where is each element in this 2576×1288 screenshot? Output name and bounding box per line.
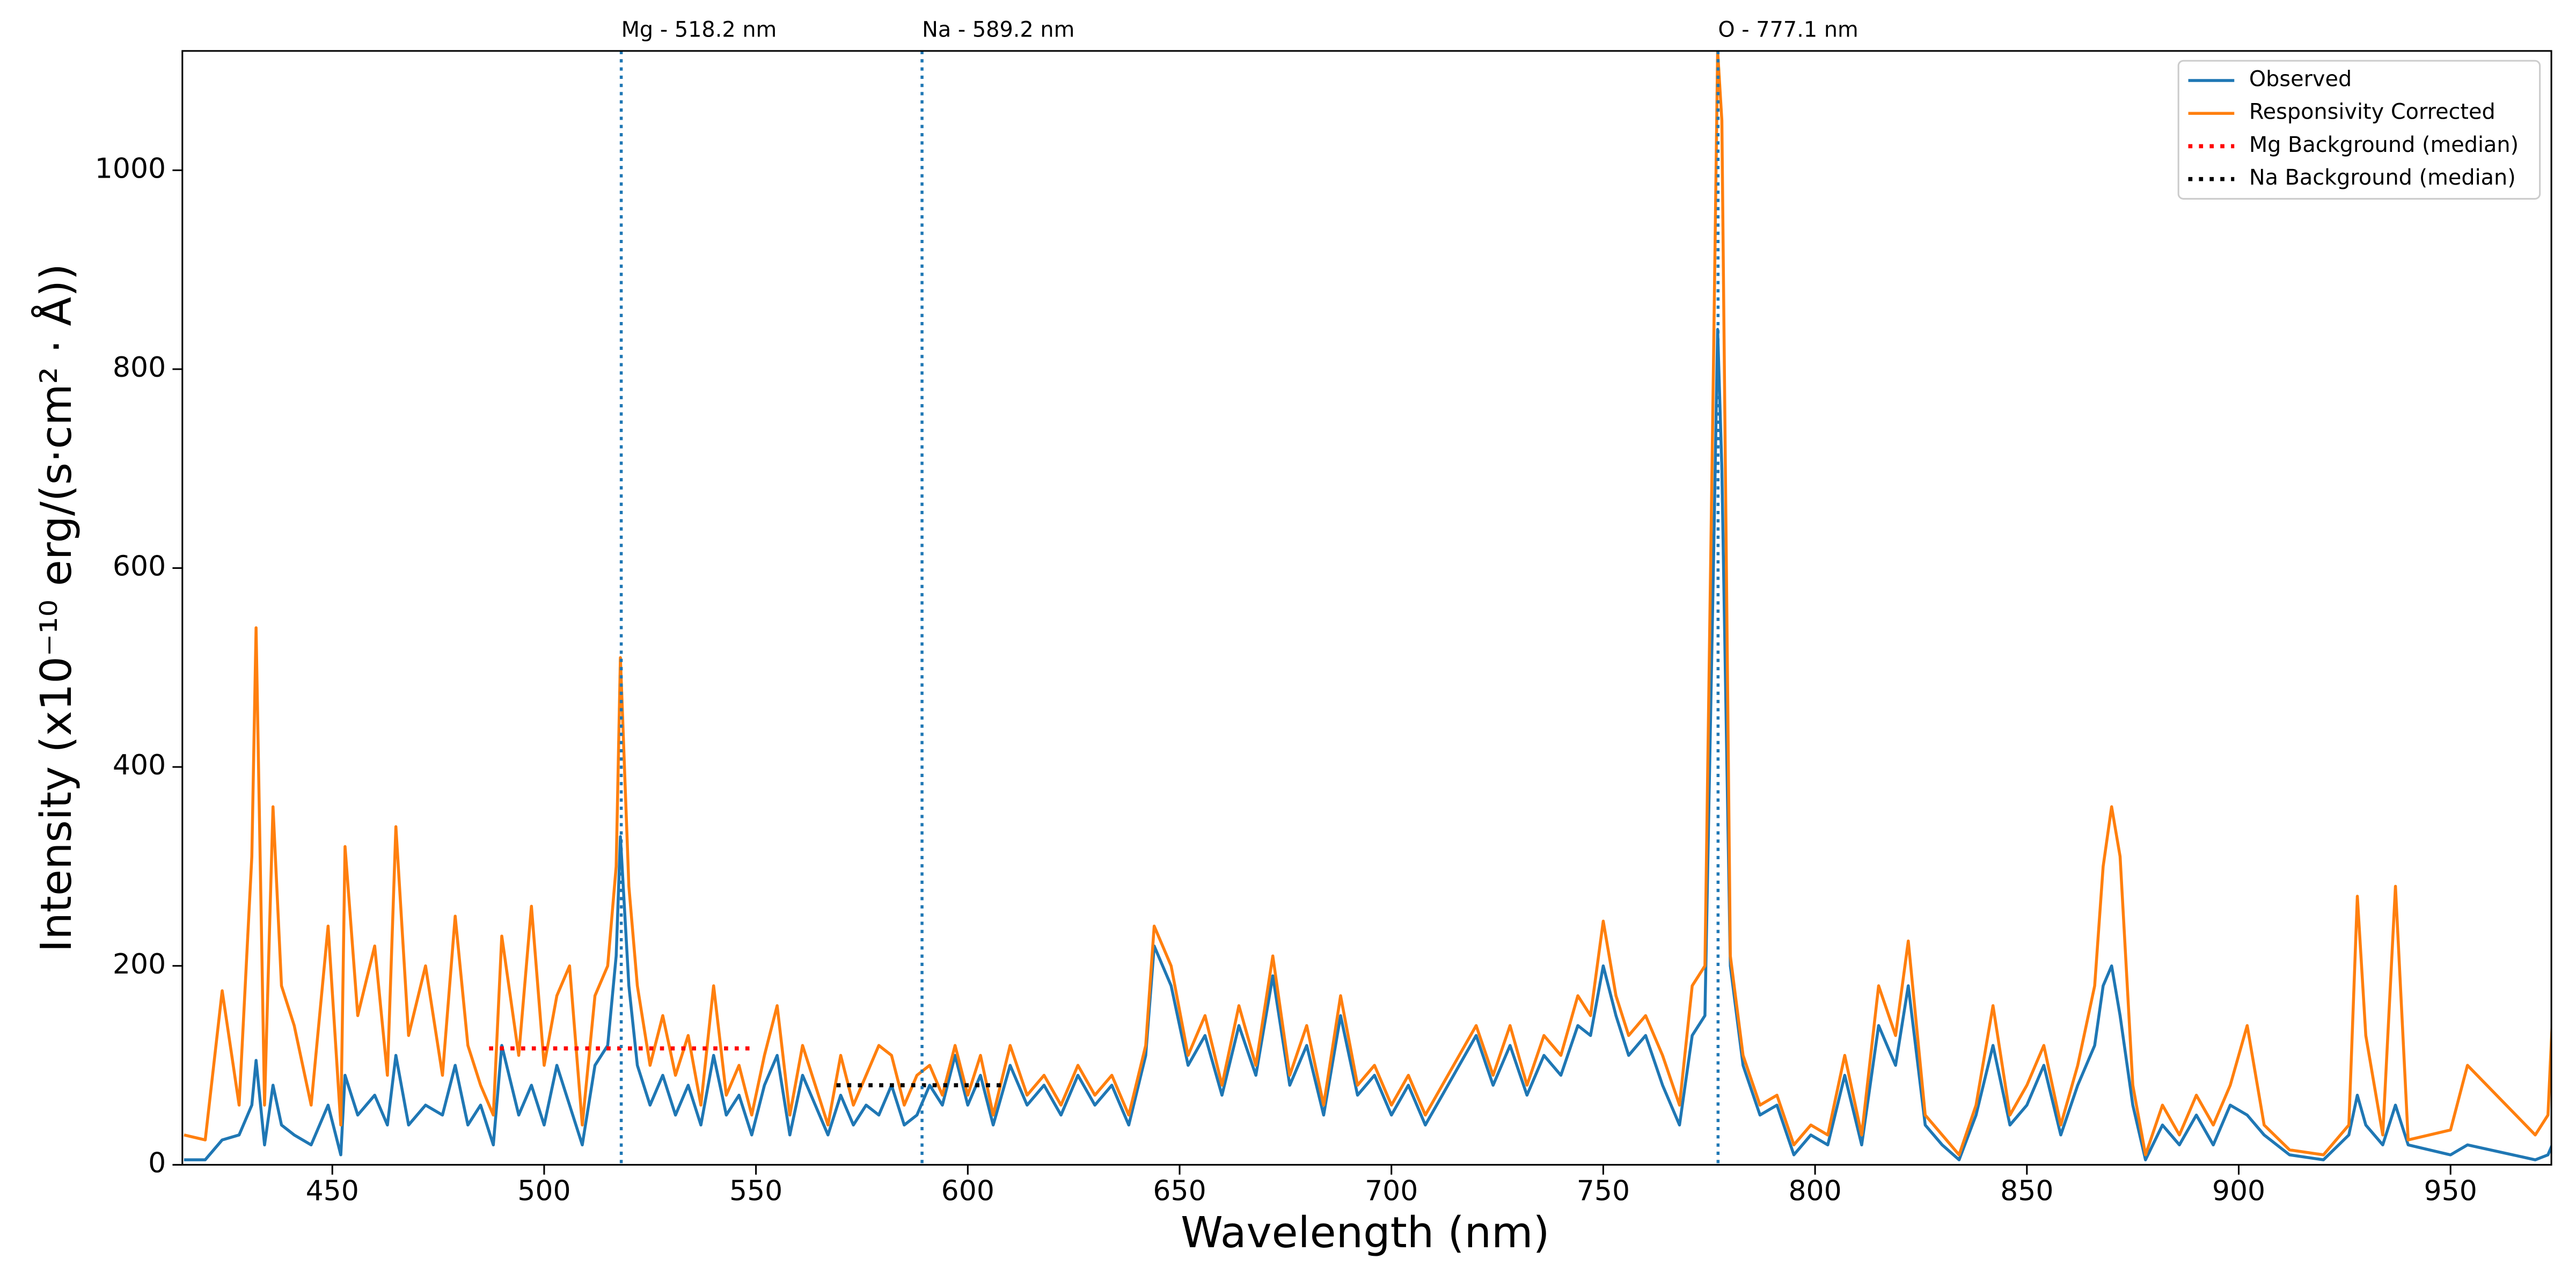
y-tick-label: 400 [113,749,166,781]
x-tick-label: 800 [1788,1175,1841,1207]
y-tick-label: 0 [148,1147,166,1179]
x-tick-label: 600 [941,1175,994,1207]
series-line [184,50,2552,1157]
x-axis-label: Wavelength (nm) [1181,1208,1549,1257]
y-tick-label: 200 [113,948,166,980]
x-tick-label: 750 [1577,1175,1630,1207]
y-tick-label: 800 [113,352,166,384]
legend-box [2177,60,2541,200]
x-tick-label: 950 [2424,1175,2477,1207]
y-axis-label: Intensity (x10⁻¹⁰ erg/(s·cm² · Å)) [31,264,81,952]
legend-label: Responsivity Corrected [2249,100,2496,125]
x-tick-label: 700 [1365,1175,1418,1207]
legend-label: Na Background (median) [2249,165,2516,190]
y-tick-label: 1000 [95,152,166,185]
annotation-label: Na - 589.2 nm [922,18,1074,42]
plot-area [184,50,2552,1161]
x-tick-label: 900 [2212,1175,2265,1207]
x-tick-label: 550 [729,1175,782,1207]
x-tick-label: 850 [2000,1175,2053,1207]
x-tick-label: 650 [1153,1175,1206,1207]
plot-frame [181,50,2552,1166]
x-tick-label: 500 [517,1175,570,1207]
legend-label: Observed [2249,67,2352,92]
legend-label: Mg Background (median) [2249,133,2519,157]
y-tick-label: 600 [113,551,166,583]
annotation-label: Mg - 518.2 nm [621,18,777,42]
series-line [184,328,2552,1161]
annotation-label: O - 777.1 nm [1718,18,1858,42]
x-tick-label: 450 [306,1175,359,1207]
